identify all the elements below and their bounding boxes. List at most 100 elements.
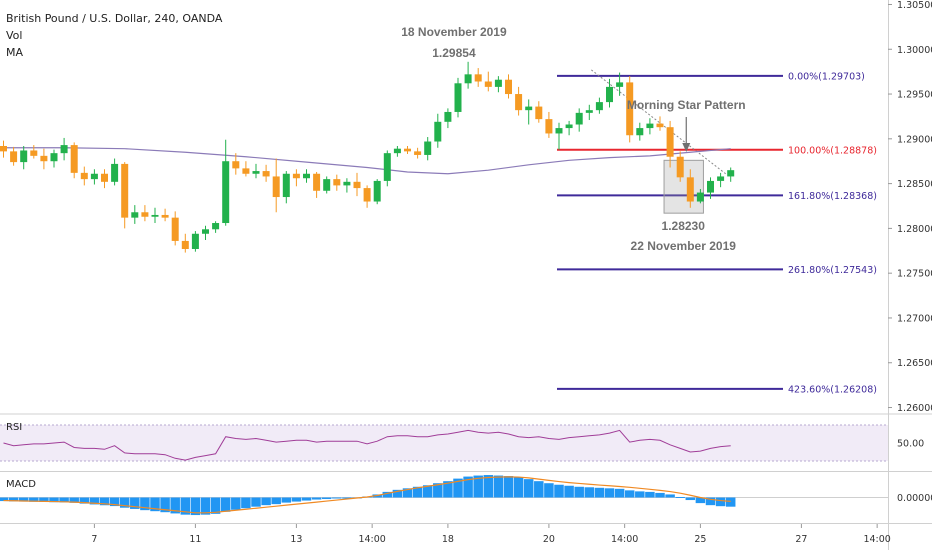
macd-histogram-bar	[119, 497, 130, 508]
macd-pane-label[interactable]: MACD	[6, 479, 36, 490]
annotation-pattern: Morning Star Pattern	[627, 98, 746, 112]
macd-signal-line	[3, 476, 731, 514]
candle-body	[424, 141, 432, 155]
candle-body	[343, 181, 351, 186]
candle-body	[0, 145, 7, 152]
candle-body	[70, 145, 78, 173]
macd-histogram-bar	[241, 497, 251, 509]
candle-body	[10, 151, 18, 163]
time-tick-label: 27	[795, 534, 807, 545]
macd-histogram-bar	[645, 491, 655, 498]
moving-average-legend[interactable]: MA	[6, 46, 24, 59]
macd-histogram-bar	[281, 497, 292, 503]
macd-histogram-bar	[463, 476, 473, 498]
rsi-pane-label[interactable]: RSI	[6, 422, 23, 433]
candle-body	[666, 127, 674, 157]
macd-histogram-bar	[39, 497, 49, 502]
macd-histogram-bar	[261, 497, 271, 506]
annotation-top-price: 1.29854	[432, 46, 476, 60]
macd-histogram-bar	[140, 497, 150, 511]
candle-body	[606, 86, 613, 103]
macd-histogram-bar	[513, 477, 524, 498]
macd-histogram-bar	[18, 497, 29, 502]
price-tick-label: 1.29500	[897, 90, 932, 101]
macd-histogram-bar	[705, 497, 716, 506]
macd-histogram-bar	[685, 497, 696, 501]
candle-body	[323, 179, 331, 191]
macd-histogram-bar	[311, 497, 322, 500]
macd-histogram-bar	[49, 497, 59, 503]
macd-histogram-bar	[402, 488, 413, 498]
candle-body	[262, 171, 270, 177]
candle-body	[191, 233, 199, 249]
macd-histogram-bar	[695, 497, 706, 504]
macd-histogram-bar	[291, 497, 302, 502]
macd-histogram-bar	[584, 487, 595, 498]
macd-histogram-bar	[170, 497, 180, 514]
macd-histogram-bar	[160, 497, 170, 513]
macd-histogram-bar	[675, 496, 685, 498]
candle-body	[545, 119, 553, 134]
annotation-low-price: 1.28230	[662, 219, 706, 233]
candle-body	[474, 74, 482, 82]
macd-histogram-bar	[332, 497, 342, 499]
candle-body	[40, 155, 48, 162]
macd-histogram-bar	[99, 497, 110, 506]
macd-histogram-bar	[655, 492, 665, 498]
macd-histogram-bar	[130, 497, 140, 509]
candle-body	[434, 121, 442, 142]
symbol-title: British Pound / U.S. Dollar, 240, OANDA	[6, 12, 223, 25]
candle-body	[393, 148, 401, 154]
candle-body	[595, 102, 603, 111]
candle-body	[313, 173, 321, 191]
macd-histogram-bar	[271, 497, 281, 505]
fib-level-label: 161.80%(1.28368)	[788, 191, 877, 202]
candle-body	[454, 83, 462, 112]
candle-body	[373, 180, 381, 202]
candle-body	[202, 229, 209, 234]
candle-body	[80, 172, 88, 180]
moving-average-line	[3, 147, 731, 175]
candle-body	[60, 145, 68, 154]
candle-body	[727, 170, 735, 177]
macd-histogram-bar	[473, 475, 483, 498]
macd-histogram-bar	[109, 497, 120, 507]
fib-level-label: 261.80%(1.27543)	[788, 265, 877, 276]
fib-level-label: 100.00%(1.28878)	[788, 145, 877, 156]
macd-histogram-bar	[534, 481, 544, 498]
macd-histogram-bar	[715, 497, 726, 507]
price-tick-label: 1.30500	[897, 0, 932, 11]
macd-histogram-bar	[150, 497, 160, 512]
candle-body	[484, 81, 492, 87]
macd-histogram-bar	[503, 476, 514, 498]
candle-body	[676, 156, 684, 178]
macd-histogram-bar	[574, 486, 584, 498]
time-tick-label: 20	[543, 534, 555, 545]
candle-body	[242, 168, 250, 174]
candle-body	[303, 173, 310, 179]
candle-body	[696, 192, 704, 202]
candle-body	[626, 82, 634, 136]
candle-body	[515, 94, 523, 111]
candle-body	[141, 212, 149, 217]
volume-legend[interactable]: Vol	[6, 29, 23, 42]
candle-body	[292, 173, 300, 179]
candle-body	[171, 217, 179, 241]
candle-body	[555, 128, 563, 134]
price-tick-label: 1.26500	[897, 358, 932, 369]
candle-body	[20, 150, 28, 163]
candle-body	[616, 82, 624, 87]
macd-histogram-bar	[231, 497, 241, 510]
macd-histogram-bar	[412, 486, 423, 498]
fib-level-label: 423.60%(1.26208)	[788, 384, 877, 395]
candle-body	[30, 150, 38, 156]
candle-body	[494, 79, 502, 87]
rsi-line	[3, 429, 731, 461]
macd-histogram-bar	[554, 484, 564, 498]
rsi-band	[0, 425, 888, 461]
macd-histogram-bar	[443, 481, 453, 498]
macd-histogram-bar	[79, 497, 90, 504]
candle-body	[383, 153, 391, 181]
rsi-level-label: 50.00	[897, 439, 924, 450]
